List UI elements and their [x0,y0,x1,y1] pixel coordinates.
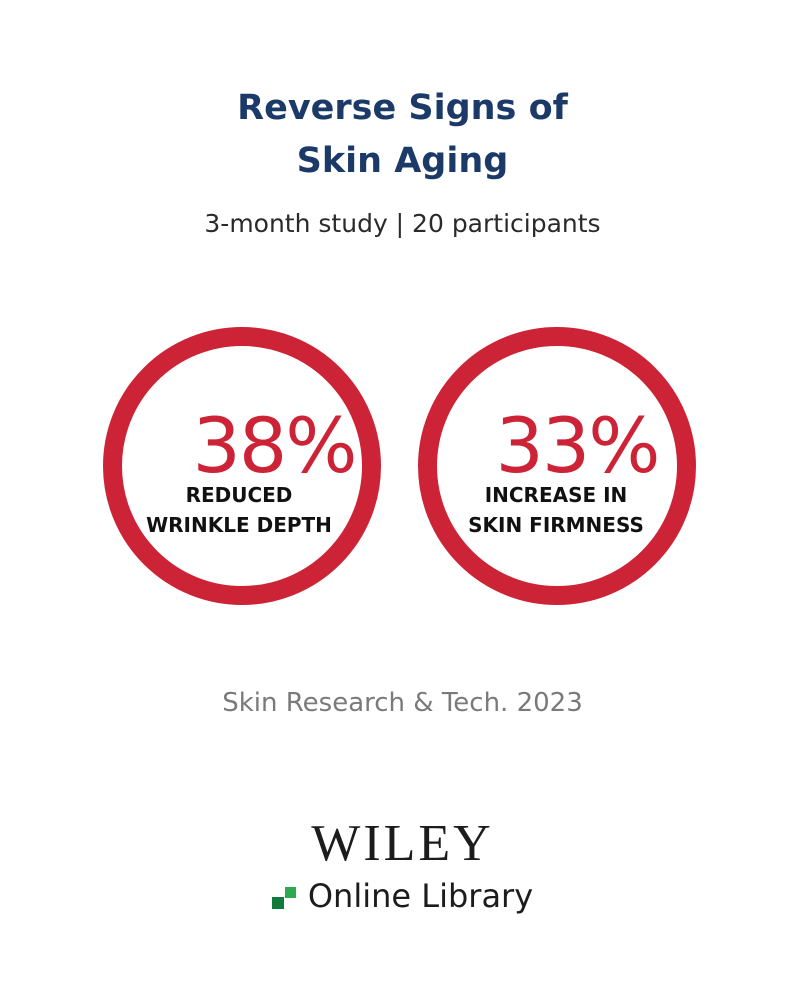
stat-label-skin-firmness: INCREASE IN SKIN FIRMNESS [426,480,686,540]
stat-circle-wrinkle-depth: 38% REDUCED WRINKLE DEPTH [103,327,381,605]
study-subtitle: 3-month study | 20 participants [204,209,601,238]
wiley-online-library-logo: WILEY Online Library [0,812,805,922]
stat-value-skin-firmness: 33% [495,401,661,490]
stat-circle-skin-firmness: 33% INCREASE IN SKIN FIRMNESS [418,327,696,605]
online-library-text: Online Library [307,877,534,915]
stat-value-wrinkle-depth: 38% [192,401,358,490]
stat-label-line-1: INCREASE IN [484,483,628,507]
stat-label-wrinkle-depth: REDUCED WRINKLE DEPTH [109,480,369,540]
stat-label-line-2: SKIN FIRMNESS [468,513,644,537]
stat-label-line-1: REDUCED [185,483,293,507]
stat-label-line-2: WRINKLE DEPTH [146,513,332,537]
title-line-1: Reverse Signs of [237,88,568,128]
green-squares-icon [271,887,298,909]
page-title: Reverse Signs of Skin Aging [0,82,805,188]
title-line-2: Skin Aging [296,141,509,181]
online-library-label: Online Library [0,874,805,918]
wiley-wordmark: WILEY [311,815,494,872]
source-citation: Skin Research & Tech. 2023 [222,688,583,718]
